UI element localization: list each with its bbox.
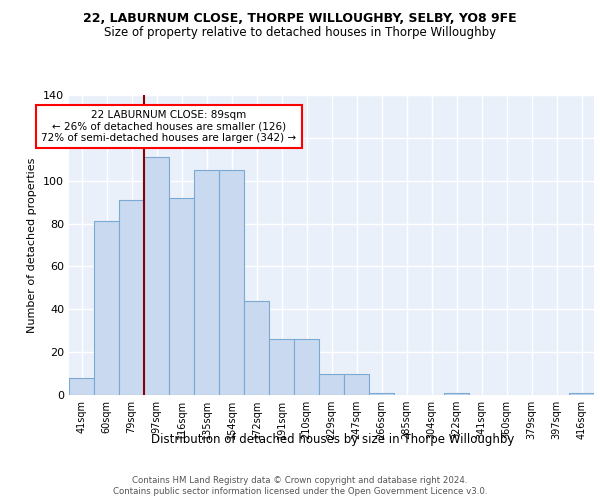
Bar (144, 157, 169, 395)
Bar (344, 374, 369, 395)
Text: Contains HM Land Registry data © Crown copyright and database right 2024.: Contains HM Land Registry data © Crown c… (132, 476, 468, 485)
Bar (169, 198, 194, 395)
Bar (194, 170, 219, 395)
Bar (294, 340, 319, 395)
Bar (219, 170, 244, 395)
Bar (319, 374, 344, 395)
Y-axis label: Number of detached properties: Number of detached properties (28, 158, 37, 332)
Text: Contains public sector information licensed under the Open Government Licence v3: Contains public sector information licen… (113, 488, 487, 496)
Bar (244, 300, 269, 395)
Text: 22, LABURNUM CLOSE, THORPE WILLOUGHBY, SELBY, YO8 9FE: 22, LABURNUM CLOSE, THORPE WILLOUGHBY, S… (83, 12, 517, 26)
Text: Size of property relative to detached houses in Thorpe Willoughby: Size of property relative to detached ho… (104, 26, 496, 39)
Bar (119, 200, 144, 395)
Text: Distribution of detached houses by size in Thorpe Willoughby: Distribution of detached houses by size … (151, 432, 515, 446)
Bar (94, 222, 119, 395)
Bar (269, 340, 294, 395)
Bar (369, 393, 394, 395)
Bar (444, 393, 469, 395)
Bar (69, 378, 94, 395)
Bar (569, 393, 594, 395)
Text: 22 LABURNUM CLOSE: 89sqm
← 26% of detached houses are smaller (126)
72% of semi-: 22 LABURNUM CLOSE: 89sqm ← 26% of detach… (41, 110, 296, 143)
